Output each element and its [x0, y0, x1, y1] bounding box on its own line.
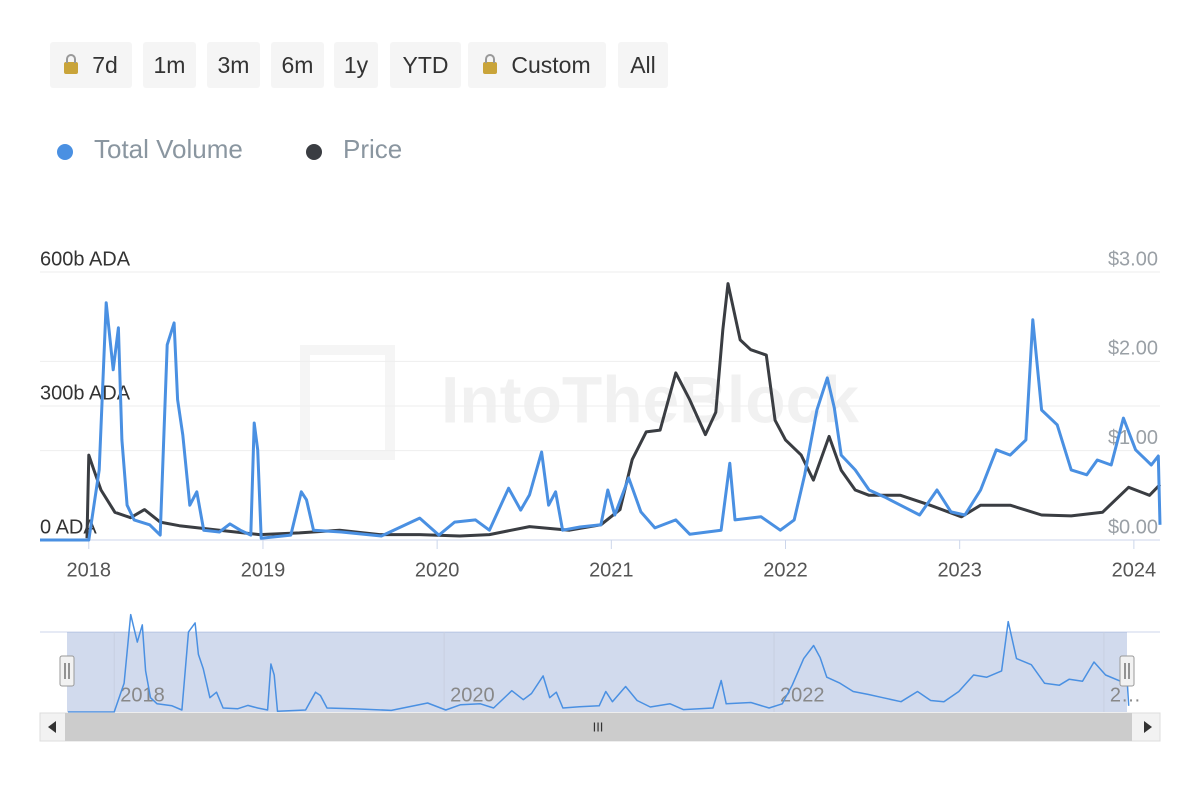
range-button[interactable]: YTD	[390, 42, 461, 88]
watermark-logo	[300, 345, 395, 460]
legend-marker	[57, 144, 73, 160]
y2-tick-label: $0.00	[1108, 516, 1158, 538]
range-button[interactable]: Custom	[468, 42, 606, 88]
scrollbar-grip: III	[593, 719, 604, 734]
x-tick-label: 2022	[763, 559, 808, 581]
range-button[interactable]: 7d	[50, 42, 132, 88]
y-tick-label: 600b ADA	[40, 248, 131, 270]
button-label: YTD	[402, 51, 449, 78]
y-tick-label: 0 ADA	[40, 516, 97, 538]
x-tick-label: 2021	[589, 559, 634, 581]
button-label: 3m	[217, 51, 250, 78]
range-button[interactable]: 6m	[271, 42, 324, 88]
legend-marker	[306, 144, 322, 160]
navigator-handle	[1119, 655, 1135, 687]
scrollbar-thumb[interactable]	[65, 713, 1132, 741]
button-label: All	[630, 51, 656, 78]
navigator-tick-label: 2022	[780, 684, 825, 706]
lock-icon	[64, 54, 79, 74]
navigator-tick-label: 2018	[120, 684, 165, 706]
navigator-selection	[67, 632, 1127, 712]
navigator-tick-label: 2…	[1110, 684, 1141, 706]
watermark: IntoTheBlock	[441, 362, 859, 436]
x-tick-label: 2024	[1112, 559, 1157, 581]
navigator-handle	[59, 655, 75, 687]
series-line	[40, 301, 1162, 542]
button-label: 6m	[281, 51, 314, 78]
legend-label: Price	[343, 134, 402, 164]
range-button[interactable]: 1m	[143, 42, 196, 88]
y2-tick-label: $2.00	[1108, 338, 1158, 360]
x-tick-label: 2019	[241, 559, 286, 581]
range-button[interactable]: 1y	[334, 42, 378, 88]
x-tick-label: 2018	[67, 559, 112, 581]
button-label: Custom	[511, 51, 591, 78]
button-label: 1m	[153, 51, 186, 78]
scroll-right-arrow[interactable]	[1144, 721, 1152, 733]
button-label: 7d	[92, 51, 118, 78]
x-tick-label: 2020	[415, 559, 460, 581]
navigator-line	[68, 613, 1130, 713]
range-button[interactable]: 3m	[207, 42, 260, 88]
y-tick-label: 300b ADA	[40, 382, 131, 404]
y2-tick-label: $3.00	[1108, 248, 1158, 270]
button-label: 1y	[343, 51, 369, 78]
navigator-tick-label: 2020	[450, 684, 495, 706]
series-line	[85, 282, 1162, 539]
legend-label: Total Volume	[94, 134, 243, 164]
x-tick-label: 2023	[937, 559, 982, 581]
scroll-left-arrow[interactable]	[48, 721, 56, 733]
navigator-bg	[40, 632, 1160, 712]
lock-icon	[483, 54, 498, 74]
range-button[interactable]: All	[618, 42, 668, 88]
